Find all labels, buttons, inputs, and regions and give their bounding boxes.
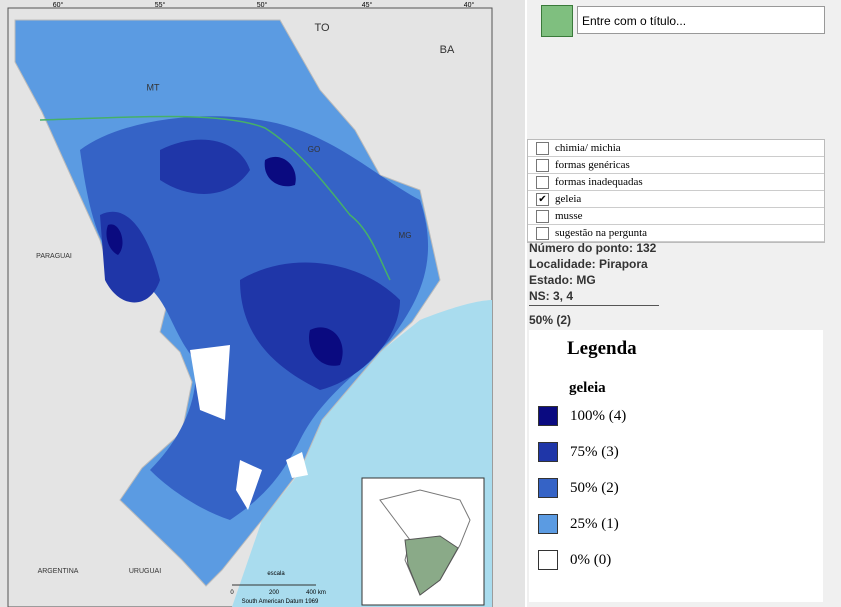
legend-swatch <box>538 406 558 426</box>
option-row[interactable]: chimia/ michia <box>528 140 824 157</box>
title-icon[interactable] <box>541 5 573 37</box>
scale-tick: 0 <box>230 590 234 596</box>
info-line: Localidade: Pirapora <box>529 257 648 271</box>
place-label: BA <box>440 44 455 56</box>
place-label: PARAGUAI <box>36 253 72 260</box>
legend-label: 50% (2) <box>570 479 619 496</box>
option-row[interactable]: sugestão na pergunta <box>528 225 824 242</box>
title-input[interactable]: Entre com o título... <box>577 6 825 34</box>
legend-item: 50% (2) <box>538 478 619 498</box>
scale-tick: 200 <box>269 590 280 596</box>
region-100 <box>106 156 343 366</box>
info-line: Número do ponto: 132 <box>529 241 657 255</box>
place-label: TO <box>314 22 330 34</box>
point-info: Número do ponto: 132 Localidade: Pirapora… <box>529 240 656 304</box>
legend-title: Legenda <box>567 338 637 359</box>
place-label: MG <box>399 231 412 240</box>
legend-label: 25% (1) <box>570 515 619 532</box>
legend-swatch <box>538 442 558 462</box>
checkbox[interactable] <box>536 175 549 189</box>
selected-value: 50% (2) <box>529 313 572 327</box>
side-panel: Entre com o título... chimia/ michia form… <box>527 0 841 607</box>
checkbox[interactable] <box>536 226 549 240</box>
option-label: chimia/ michia <box>555 142 621 154</box>
longitude-label: 55° <box>155 1 166 9</box>
checkbox[interactable] <box>536 209 549 223</box>
option-list: chimia/ michia formas genéricas formas ina… <box>527 139 825 243</box>
place-label: MT <box>147 82 160 92</box>
longitude-label: 50° <box>257 1 268 9</box>
option-label: sugestão na pergunta <box>555 227 648 239</box>
info-line: Estado: MG <box>529 273 596 287</box>
option-label: geleia <box>555 193 582 205</box>
checkbox[interactable] <box>536 141 549 155</box>
inset-region <box>404 535 459 596</box>
longitude-label: 45° <box>362 1 373 9</box>
scale-tick: 400 km <box>306 590 326 596</box>
legend-item: 0% (0) <box>538 550 611 570</box>
option-row[interactable]: musse <box>528 208 824 225</box>
legend-swatch <box>538 478 558 498</box>
legend-label: 100% (4) <box>570 407 627 424</box>
option-row[interactable]: formas inadequadas <box>528 174 824 191</box>
scale-datum: South American Datum 1969 <box>242 599 319 605</box>
divider <box>529 305 659 306</box>
legend-subtitle: geleia <box>569 380 606 396</box>
option-label: formas genéricas <box>555 159 630 171</box>
longitude-label: 60° <box>53 1 64 9</box>
legend-item: 25% (1) <box>538 514 619 534</box>
legend: Legenda geleia 100% (4) 75% (3) 50% (2) 25%… <box>529 330 823 602</box>
checkbox[interactable]: ✔ <box>536 192 549 206</box>
legend-item: 100% (4) <box>538 406 626 426</box>
option-row[interactable]: formas genéricas <box>528 157 824 174</box>
legend-item: 75% (3) <box>538 442 619 462</box>
checkbox[interactable] <box>536 158 549 172</box>
place-label: ARGENTINA <box>38 568 79 575</box>
scale-title: escala <box>267 571 285 577</box>
option-row[interactable]: ✔ geleia <box>528 191 824 208</box>
region-75 <box>100 139 400 390</box>
region-0 <box>190 345 308 510</box>
place-label: GO <box>308 145 320 154</box>
boundary-line <box>39 115 391 281</box>
place-label: URUGUAI <box>129 568 161 575</box>
legend-label: 0% (0) <box>570 551 612 568</box>
longitude-label: 40° <box>464 1 475 9</box>
info-line: NS: 3, 4 <box>529 289 574 303</box>
legend-swatch <box>538 550 558 570</box>
legend-label: 75% (3) <box>570 443 619 460</box>
option-label: musse <box>555 210 583 222</box>
legend-swatch <box>538 514 558 534</box>
option-label: formas inadequadas <box>555 176 643 188</box>
map: 60° 55° 50° 45° 40° TO BA MT GO MG PARAGUAI ARGENTI… <box>0 0 525 607</box>
